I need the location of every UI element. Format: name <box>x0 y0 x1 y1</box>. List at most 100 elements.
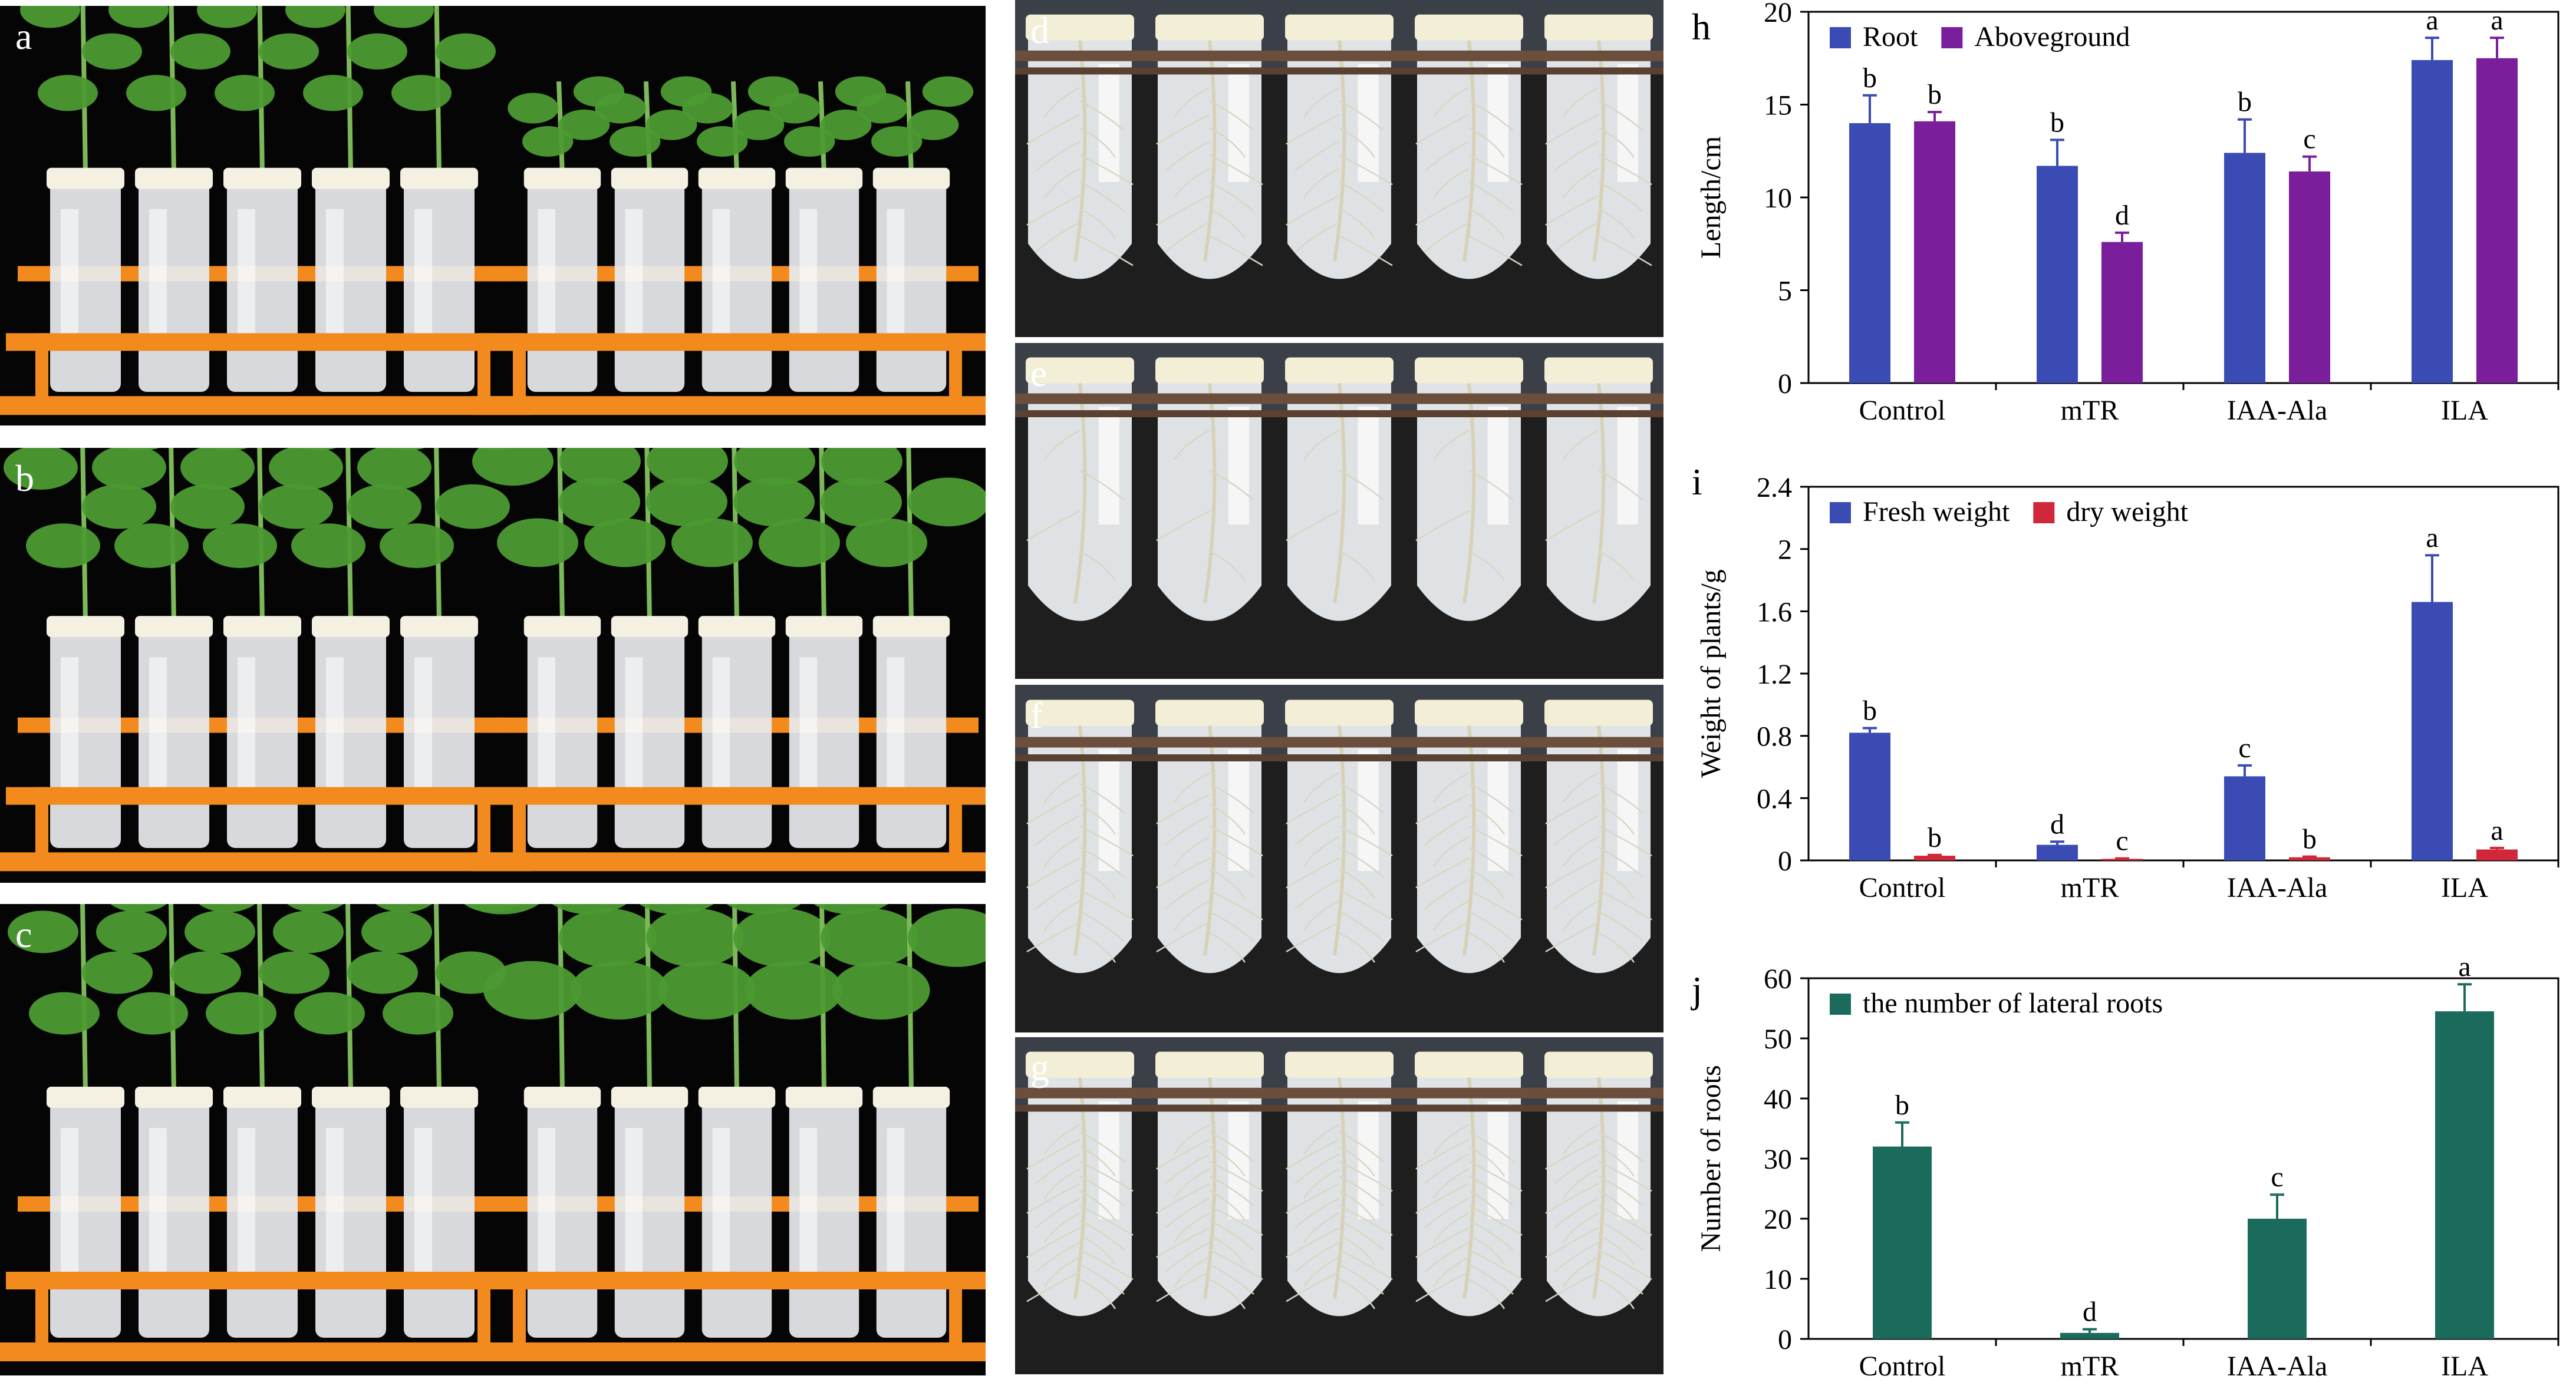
seedling-stem <box>80 904 88 1093</box>
x-tick-label: mTR <box>2061 395 2119 426</box>
lateral-root <box>1079 235 1134 266</box>
rack-leg <box>477 333 490 405</box>
tube-cap <box>1415 1051 1523 1078</box>
bar <box>2412 60 2453 383</box>
leaf <box>658 961 756 1020</box>
lateral-root <box>1415 1271 1470 1302</box>
tube-label <box>326 1128 344 1275</box>
leaf <box>285 6 345 28</box>
lateral-root <box>1209 181 1254 212</box>
lateral-root <box>1545 114 1599 145</box>
lateral-root <box>1294 222 1340 253</box>
rack-bar <box>483 787 986 805</box>
rack-leg <box>513 333 526 405</box>
tube-cap <box>698 167 776 189</box>
rack-bar <box>6 1272 519 1289</box>
panel-label-d: d <box>1030 9 1049 51</box>
leaf <box>361 910 432 954</box>
leaf <box>203 523 277 568</box>
lateral-root <box>1545 793 1599 824</box>
lateral-root <box>1303 167 1340 199</box>
lateral-root <box>1424 1153 1470 1185</box>
lateral-root <box>1026 510 1081 542</box>
lateral-root <box>1545 1183 1599 1214</box>
bar <box>2060 1332 2119 1339</box>
lateral-root <box>1562 1124 1599 1155</box>
lateral-root <box>1339 154 1393 186</box>
leaf <box>82 951 153 994</box>
tube-label <box>712 657 730 793</box>
lateral-root <box>1424 1197 1470 1229</box>
significance-letter: d <box>2083 1296 2097 1328</box>
seedling-stem <box>433 904 442 1093</box>
rack-rod <box>1015 393 1663 404</box>
bar <box>2476 849 2518 860</box>
lateral-root <box>1026 1271 1081 1302</box>
lateral-root <box>1209 1146 1246 1177</box>
leaf <box>745 961 843 1020</box>
tube-cap <box>1415 14 1523 41</box>
lateral-root <box>1209 889 1263 920</box>
lateral-root <box>1079 181 1125 212</box>
tube-label <box>625 209 643 340</box>
leaf <box>96 910 167 954</box>
lateral-root <box>1079 1131 1125 1163</box>
lateral-root <box>1339 910 1384 942</box>
seedling-stem <box>732 904 739 1093</box>
lateral-root <box>1424 1242 1470 1273</box>
lateral-root <box>1286 510 1340 542</box>
leaf <box>821 477 902 527</box>
tube-cap <box>1285 357 1394 384</box>
lateral-root <box>1598 1263 1643 1295</box>
lateral-root <box>1303 1212 1340 1243</box>
tube-label <box>1098 749 1119 871</box>
rack-rod <box>1015 410 1663 417</box>
leaf <box>483 961 581 1020</box>
significance-letter: c <box>2116 826 2128 857</box>
seedling-stem <box>645 904 652 1093</box>
lateral-root <box>1598 1234 1635 1265</box>
legend-swatch <box>1830 994 1851 1015</box>
tube-label <box>712 209 730 340</box>
lateral-root <box>1598 1175 1643 1206</box>
leaf <box>110 904 167 913</box>
rack-rod <box>1015 754 1663 761</box>
lateral-root <box>1079 868 1116 899</box>
leaf <box>170 33 230 70</box>
lateral-root <box>1079 847 1125 878</box>
tube-cap <box>611 1087 689 1108</box>
tube-cap <box>312 167 390 189</box>
lateral-root <box>1286 114 1340 145</box>
y-tick-label: 0 <box>1778 846 1792 877</box>
tube-cap <box>785 167 863 189</box>
significance-letter: b <box>2302 824 2317 855</box>
lateral-root <box>1209 154 1263 186</box>
tube-label <box>538 1128 556 1275</box>
lateral-root <box>1035 879 1081 910</box>
lateral-root <box>1562 167 1599 199</box>
lateral-root <box>1303 900 1340 931</box>
lateral-root <box>1043 167 1081 199</box>
tube-cap <box>1026 700 1134 726</box>
lateral-root <box>1286 1183 1340 1214</box>
lateral-root <box>1209 910 1254 942</box>
rack-base <box>0 1342 531 1361</box>
leaf <box>197 6 257 28</box>
lateral-root <box>1424 814 1470 846</box>
lateral-root <box>1043 87 1081 118</box>
tube-cap <box>1285 700 1394 726</box>
seedlings-photo-b <box>0 448 986 872</box>
lateral-root <box>1043 900 1081 931</box>
tube-label <box>1617 749 1638 871</box>
photo-panel-b: b <box>0 448 986 883</box>
y-tick-label: 40 <box>1764 1084 1792 1115</box>
rack-base <box>472 1342 986 1361</box>
tube-cap <box>785 1087 863 1108</box>
leaf <box>303 75 363 111</box>
lateral-root <box>1339 1160 1393 1192</box>
tube-label <box>61 209 78 340</box>
lateral-root <box>1079 154 1134 186</box>
lateral-root <box>1562 87 1599 118</box>
lateral-root <box>1339 550 1376 582</box>
